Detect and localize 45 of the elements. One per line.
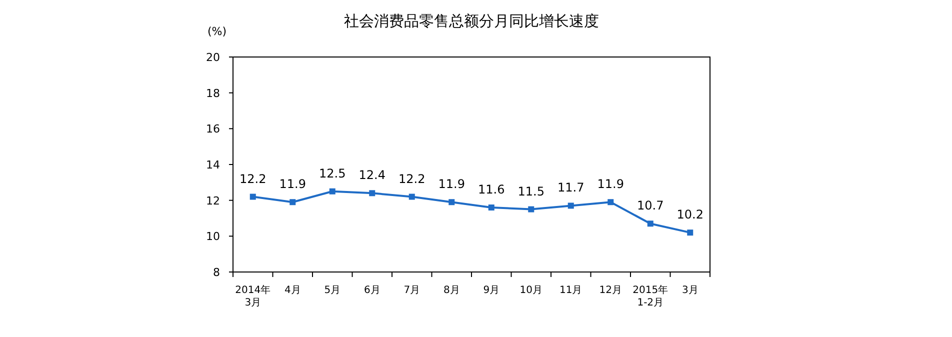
point (290, 199, 296, 206)
y-axis-title: (%) (207, 25, 227, 38)
y-tick-label: 16 (206, 122, 220, 136)
data-label: 12.5 (319, 166, 346, 180)
y-tick-label: 8 (213, 266, 220, 279)
y-tick-label: 14 (206, 158, 220, 172)
x-tick-label: 11月 (560, 285, 582, 296)
data-label: 12.2 (240, 172, 266, 186)
point (250, 194, 256, 200)
data-label: 11.9 (279, 177, 306, 192)
data-label: 12.2 (398, 172, 426, 186)
x-tick-label: 8月 (443, 285, 460, 296)
data-label: 11.6 (478, 182, 505, 196)
chart-title: 社会消费品零售总额分月同比增长速度 (344, 12, 599, 30)
point (528, 206, 534, 212)
point (369, 190, 376, 196)
x-tick-label: 2014年 3月 (235, 284, 271, 308)
y-tick-label: 20 (206, 51, 220, 64)
data-label: 11.9 (597, 177, 624, 192)
x-tick-label: 2015年 1-2月 (632, 284, 668, 308)
point (608, 199, 614, 206)
y-tick-label: 10 (206, 230, 220, 244)
x-tick-label: 4月 (284, 285, 301, 296)
data-label: 11.5 (518, 184, 544, 198)
x-tick-label: 7月 (404, 285, 420, 296)
data-label: 12.4 (358, 168, 386, 182)
data-label: 11.7 (558, 180, 584, 195)
point (647, 220, 654, 227)
point (408, 194, 415, 200)
x-tick-label: 6月 (364, 285, 380, 296)
y-tick-label: 18 (206, 86, 220, 100)
point (448, 199, 455, 206)
x-tick-label: 3月 (682, 285, 698, 296)
x-tick-label: 10月 (520, 285, 542, 296)
data-label: 10.7 (637, 198, 664, 213)
y-tick-label: 12 (206, 194, 220, 208)
x-tick-label: 12月 (599, 285, 622, 296)
x-tick-label: 9月 (483, 285, 500, 296)
data-label: 11.9 (438, 177, 465, 192)
x-tick-label: 5月 (324, 285, 341, 296)
point (687, 230, 694, 236)
point (488, 204, 494, 210)
data-label: 10.2 (676, 208, 704, 222)
point (329, 188, 336, 194)
point (568, 202, 574, 209)
